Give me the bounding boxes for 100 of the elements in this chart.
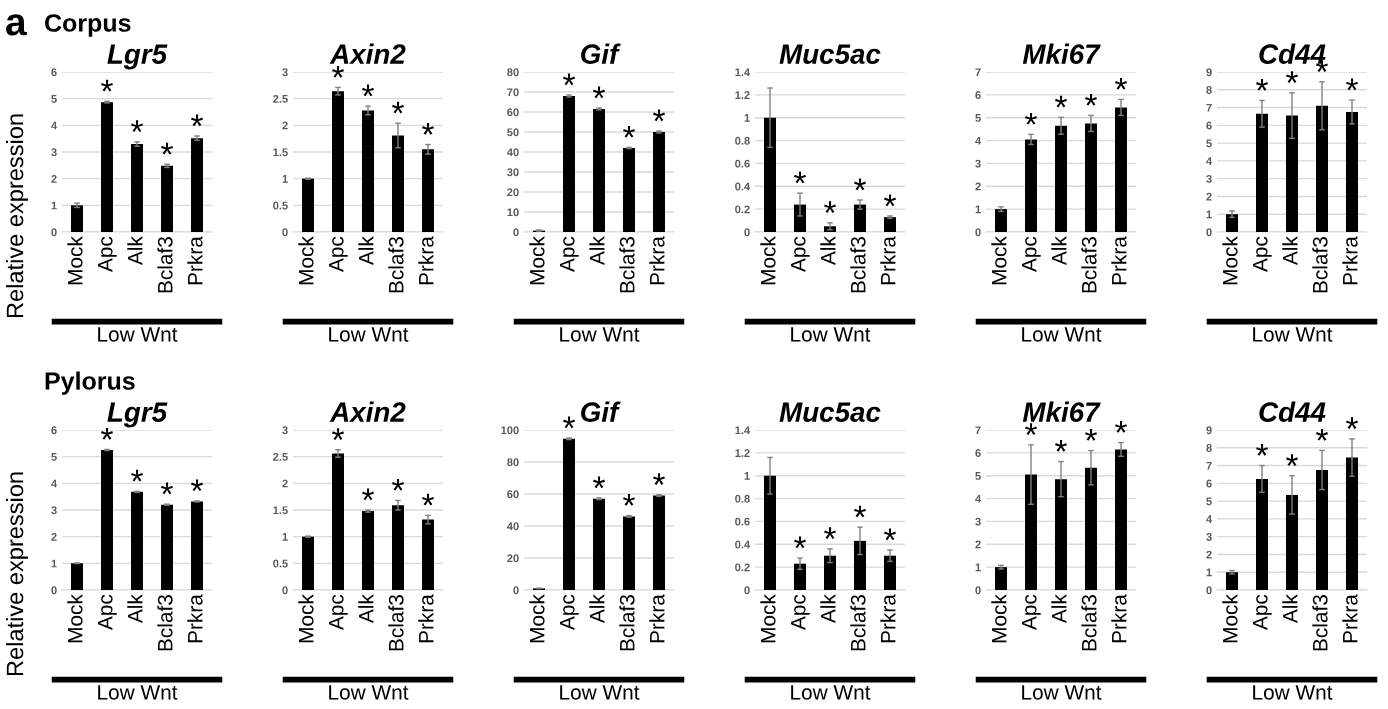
annotation: *: [854, 505, 866, 518]
x-tick-label: Alk: [589, 236, 605, 266]
bar: [653, 132, 665, 232]
y-tick-label: 100: [501, 426, 519, 435]
bar: [392, 505, 404, 590]
x-tick-label: Mock: [1222, 594, 1238, 643]
y-tick-label: 4: [1206, 157, 1213, 165]
y-tick-label: 8: [1206, 444, 1212, 452]
y-tick-label: 2: [1206, 192, 1212, 201]
annotation: *: [1286, 454, 1298, 466]
x-tick-label: Alk: [1051, 236, 1067, 266]
x-tick-label: Apc: [329, 594, 348, 631]
x-axis-title: Low Wnt: [98, 685, 178, 700]
y-tick-label: 70: [507, 88, 519, 97]
bar: [1025, 139, 1037, 232]
x-tick-label: Bclaf3: [619, 237, 635, 293]
y-tick-label: 6: [1206, 479, 1212, 488]
x-axis-title: Low Wnt: [329, 685, 409, 700]
x-tick-label: Mock: [67, 236, 83, 285]
bar: [161, 165, 173, 232]
x-tick-label: Bclaf3: [1312, 595, 1328, 651]
x-tick-label: Apc: [1022, 594, 1041, 631]
x-tick-label: Mock: [298, 594, 314, 643]
annotation: *: [1346, 417, 1358, 430]
bar: [1085, 123, 1097, 232]
x-tick-label: Prkra: [418, 236, 434, 285]
y-tick-label: 1: [744, 472, 750, 480]
annotation: *: [1025, 112, 1037, 125]
chart-title: Lgr5: [107, 402, 168, 428]
y-tick-label: 4: [51, 479, 58, 488]
bar: [131, 144, 143, 232]
x-tick-label: Mock: [991, 594, 1007, 643]
x-tick-label: Prkra: [187, 236, 203, 285]
chart-title: Mki67: [1022, 401, 1101, 422]
y-tick-label: 20: [507, 554, 519, 563]
y-tick-label: 3: [51, 506, 57, 515]
annotation: *: [422, 493, 434, 506]
bar: [1316, 105, 1328, 232]
x-tick-label: Bclaf3: [1081, 237, 1097, 293]
y-tick-label: 0.8: [735, 136, 750, 145]
annotation: *: [1085, 93, 1097, 106]
y-tick-label: 0: [975, 228, 981, 237]
y-tick-label: 80: [507, 68, 519, 77]
annotation: *: [593, 86, 605, 99]
bar: [1316, 470, 1328, 590]
x-axis-title: Low Wnt: [1253, 685, 1333, 700]
y-tick-label: 1.5: [273, 506, 288, 515]
x-tick-label: Bclaf3: [1081, 595, 1097, 651]
annotation: *: [854, 178, 866, 191]
y-axis-title: Relative expression: [6, 114, 29, 318]
x-tick-label: Mock: [298, 236, 314, 285]
y-tick-label: 6: [1206, 121, 1212, 130]
x-tick-label: Bclaf3: [388, 237, 404, 293]
y-tick-label: 0.5: [273, 559, 288, 568]
y-tick-label: 0: [51, 228, 57, 237]
y-tick-label: 2.5: [273, 452, 288, 461]
x-tick-label: Apc: [98, 594, 117, 631]
x-axis-title: Low Wnt: [98, 327, 178, 342]
annotation: *: [623, 125, 635, 138]
y-tick-label: 1: [51, 559, 57, 568]
x-axis-title: Low Wnt: [560, 685, 640, 700]
text: Corpus: [45, 14, 131, 37]
chart-title: Muc5ac: [779, 402, 881, 422]
x-tick-label: Prkra: [1111, 236, 1127, 285]
bar: [764, 475, 776, 590]
x-axis-title: Low Wnt: [791, 327, 871, 342]
y-tick-label: 6: [975, 449, 981, 457]
x-tick-label: Apc: [791, 594, 810, 631]
y-tick-label: 3: [1206, 174, 1212, 183]
y-tick-label: 1: [51, 201, 57, 210]
bar: [302, 536, 314, 590]
bar: [593, 109, 605, 232]
x-tick-label: Apc: [791, 236, 810, 273]
x-tick-label: Prkra: [1342, 594, 1358, 643]
y-tick-label: 0.4: [735, 540, 751, 549]
bar: [71, 563, 83, 590]
x-tick-label: Mock: [760, 594, 776, 643]
x-tick-label: Prkra: [649, 594, 665, 643]
annotation: *: [1256, 78, 1268, 91]
x-tick-label: Alk: [820, 236, 836, 266]
x-tick-label: Alk: [127, 594, 143, 624]
chart-title: Lgr5: [107, 44, 168, 70]
annotation: *: [191, 114, 203, 127]
bar: [995, 567, 1007, 590]
y-tick-label: 0: [513, 586, 519, 595]
y-tick-label: 0: [282, 586, 288, 595]
y-tick-label: 5: [1206, 139, 1212, 148]
bar: [1025, 474, 1037, 590]
x-axis-title: Low Wnt: [560, 327, 640, 342]
annotation: *: [884, 528, 896, 541]
bar: [1226, 572, 1238, 590]
y-tick-label: 0.4: [735, 182, 751, 191]
y-tick-label: 0.5: [273, 201, 288, 210]
bar: [1115, 449, 1127, 590]
annotation: *: [1115, 421, 1127, 433]
bar: [593, 498, 605, 590]
x-axis-title: Low Wnt: [1022, 685, 1102, 700]
x-axis-title: Low Wnt: [1253, 327, 1333, 342]
y-tick-label: 2: [282, 479, 288, 488]
bar: [563, 96, 575, 232]
